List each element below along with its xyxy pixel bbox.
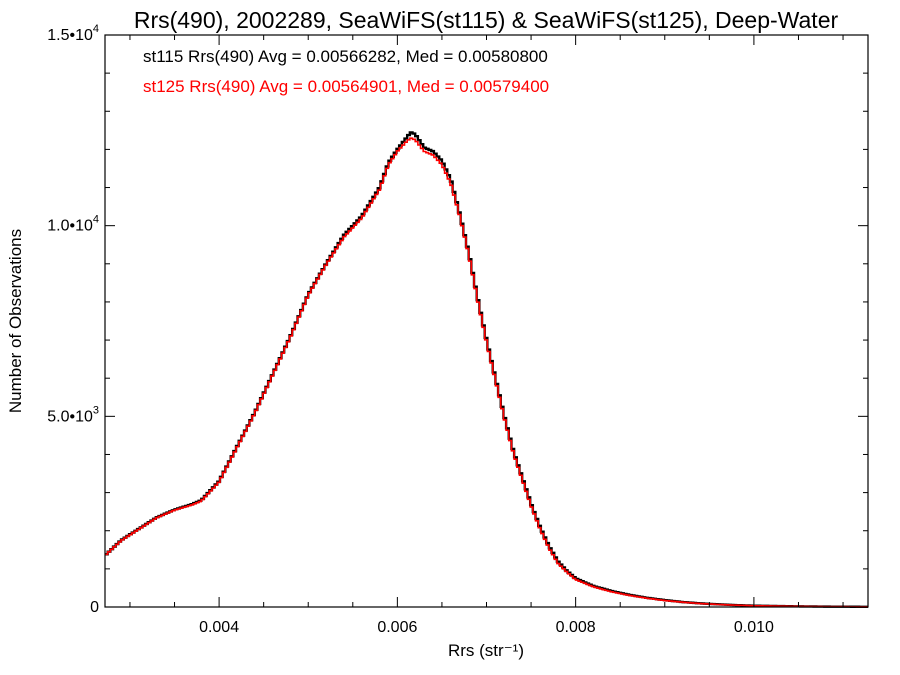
annotation-st125: st125 Rrs(490) Avg = 0.00564901, Med = 0… — [143, 77, 549, 96]
y-tick-label: 1.5•104 — [47, 23, 99, 44]
axes-layer: 0.004 0.006 0.008 0.010 0 5.0•103 1.0•104 1.5•1… — [47, 23, 868, 636]
y-tick-label: 1.0•104 — [47, 214, 99, 235]
x-tick-label: 0.008 — [556, 619, 596, 636]
x-tick-label: 0.004 — [199, 619, 239, 636]
chart-title: Rrs(490), 2002289, SeaWiFS(st115) & SeaW… — [134, 7, 839, 33]
y-tick-label: 0 — [90, 599, 99, 616]
x-axis-label: Rrs (str⁻¹) — [448, 641, 524, 660]
y-tick-label: 5.0•103 — [47, 404, 99, 425]
x-tick-label: 0.010 — [734, 619, 774, 636]
series-st125 — [105, 137, 868, 608]
x-tick-label: 0.006 — [377, 619, 417, 636]
series-layer — [105, 131, 869, 609]
y-axis-label: Number of Observations — [6, 229, 25, 413]
annotation-st115: st115 Rrs(490) Avg = 0.00566282, Med = 0… — [143, 47, 548, 66]
